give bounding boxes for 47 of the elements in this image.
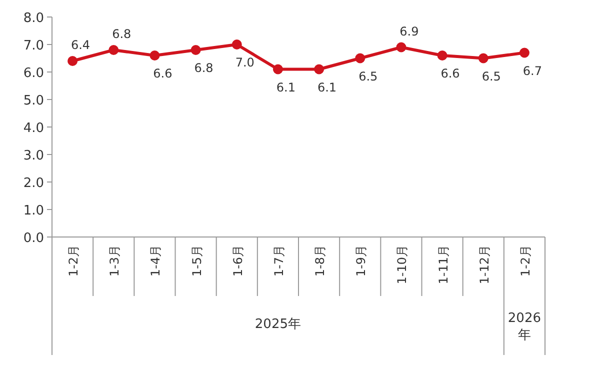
data-label: 6.7	[522, 64, 542, 78]
x-tick-label: 1-2月	[66, 245, 81, 277]
point	[396, 42, 406, 52]
data-label: 6.5	[358, 69, 378, 84]
data-label: 6.6	[440, 66, 460, 80]
point	[355, 53, 366, 64]
y-tick-label: 7.0	[23, 38, 44, 54]
x-tick-label: 1-5月	[190, 245, 204, 277]
data-label: 6.9	[400, 24, 419, 38]
data-label: 6.1	[276, 80, 296, 94]
y-tick-label: 2.0	[23, 176, 44, 191]
data-label: 6.5	[482, 69, 501, 84]
x-tick-label: 1-3月	[108, 245, 122, 277]
y-tick-label: 0.0	[23, 231, 44, 246]
point	[437, 50, 448, 60]
point	[108, 45, 119, 55]
point	[272, 64, 283, 74]
y-tick-label: 5.0	[23, 94, 44, 108]
point	[478, 53, 488, 64]
point	[190, 45, 201, 55]
data-label: 6.8	[194, 61, 214, 75]
data-label: 6.8	[112, 27, 132, 41]
x-tick-label: 1-8月	[313, 245, 328, 277]
data-label: 6.6	[153, 66, 172, 80]
data-label: 7.0	[235, 56, 254, 70]
point	[68, 56, 78, 66]
y-tick-label: 8.0	[23, 11, 44, 26]
x-tick-label: 1-10月	[395, 245, 410, 284]
data-label: 6.4	[70, 38, 90, 52]
x-tick-label: 1-12月	[477, 245, 492, 284]
y-tick-label: 3.0	[23, 148, 44, 164]
y-tick-label: 6.0	[23, 66, 44, 81]
text: 2025年	[254, 317, 302, 332]
y-tick-label: 4.0	[23, 121, 44, 136]
x-tick-label: 1-7月	[272, 245, 286, 277]
data-label: 6.1	[317, 80, 337, 94]
text: 2026年	[508, 311, 542, 343]
x-tick-label: 1-6月	[230, 245, 245, 277]
y-tick-label: 1.0	[23, 204, 44, 218]
point	[150, 50, 160, 60]
point	[314, 64, 324, 74]
point	[519, 48, 530, 58]
x-tick-label: 1-11月	[436, 245, 450, 284]
x-tick-label: 1-9月	[354, 245, 368, 277]
x-tick-label: 1-2月	[518, 245, 532, 277]
x-tick-label: 1-4月	[148, 245, 163, 277]
point	[232, 40, 242, 50]
